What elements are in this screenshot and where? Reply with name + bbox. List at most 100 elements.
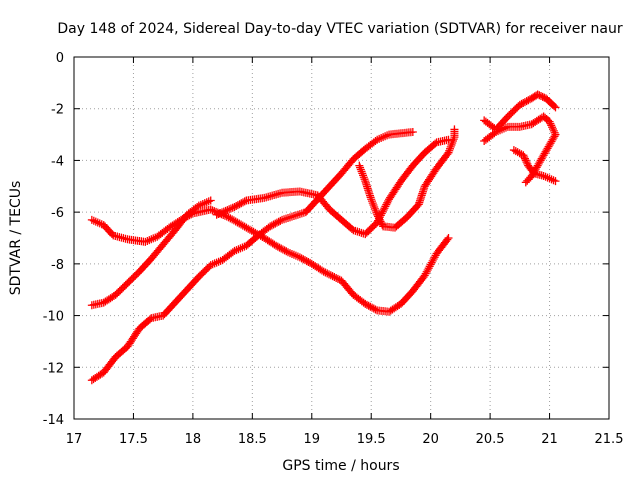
data-point (521, 178, 530, 187)
data-point (536, 92, 545, 101)
data-point (448, 137, 457, 146)
data-point (333, 274, 342, 283)
y-tick-label: -12 (43, 361, 64, 376)
data-point (232, 202, 241, 211)
tick-layer: 17 17.5 18 18.5 19 19.5 20 20.5 21 21.5 0 -2 -4 -6 -8 -… (43, 51, 624, 447)
data-point (299, 255, 308, 264)
data-point (524, 96, 533, 105)
data-point (285, 249, 294, 258)
data-point (369, 201, 378, 210)
chart-title: Day 148 of 2024, Sidereal Day-to-day VTE… (57, 21, 623, 37)
data-point (424, 264, 433, 273)
data-point (384, 197, 393, 206)
data-point (494, 127, 503, 136)
grid-layer (74, 57, 609, 419)
x-tick-label: 21 (541, 432, 558, 447)
data-point (444, 148, 453, 157)
data-point (425, 262, 434, 271)
data-point (300, 256, 309, 265)
data-point (319, 267, 328, 276)
data-point (266, 222, 275, 231)
data-point (145, 315, 154, 324)
data-point (370, 202, 379, 211)
data-point (357, 167, 366, 176)
data-point (366, 302, 375, 311)
data-point (408, 127, 417, 136)
data-point (542, 146, 551, 155)
data-point (422, 267, 431, 276)
data-point (379, 205, 388, 214)
data-point (206, 261, 215, 270)
data-point (522, 158, 531, 167)
data-point (383, 198, 392, 207)
data-point (200, 199, 209, 208)
data-point (371, 206, 380, 215)
x-tick-label: 17.5 (119, 432, 148, 447)
data-point (302, 257, 311, 266)
data-point (374, 212, 383, 221)
data-point (450, 125, 459, 134)
data-point (444, 234, 453, 242)
y-tick-label: 0 (56, 51, 64, 66)
data-point (212, 258, 221, 267)
series-arc-8 (509, 146, 560, 186)
data-point (230, 202, 239, 211)
data-point (549, 126, 558, 135)
data-point (534, 159, 543, 168)
data-point (541, 147, 550, 156)
data-point (547, 121, 556, 130)
data-point (325, 270, 334, 279)
data-point (443, 235, 452, 244)
data-point (540, 149, 549, 158)
data-point (238, 198, 247, 207)
data-point (381, 132, 390, 141)
data-point (226, 204, 235, 213)
data-point (147, 235, 156, 244)
data-point (535, 158, 544, 167)
data-point (519, 151, 528, 160)
data-point (538, 92, 547, 101)
data-point (368, 303, 377, 312)
data-point (376, 217, 385, 226)
y-tick-label: -2 (51, 103, 64, 118)
data-point (91, 217, 100, 226)
data-point (356, 165, 365, 174)
data-point (221, 206, 230, 215)
data-point (420, 271, 429, 280)
data-point (284, 248, 292, 257)
y-tick-label: -8 (51, 258, 64, 273)
y-tick-label: -14 (43, 413, 64, 428)
data-point (202, 198, 211, 207)
data-point (360, 175, 369, 184)
data-point (235, 200, 244, 209)
data-point (367, 197, 376, 206)
data-point (212, 210, 221, 219)
data-point (520, 154, 529, 163)
x-tick-label: 19.5 (357, 432, 386, 447)
data-point (321, 268, 330, 277)
data-point (547, 175, 556, 184)
data-point (544, 142, 553, 151)
data-point (149, 234, 158, 243)
data-point (93, 218, 102, 227)
data-point (317, 266, 326, 275)
data-point (206, 205, 215, 214)
data-point (289, 250, 298, 259)
data-point (550, 102, 559, 111)
data-point (549, 176, 558, 185)
data-point (379, 133, 388, 142)
series-arc-4 (212, 135, 453, 239)
y-axis-title: SDTVAR / TECUs (8, 181, 24, 296)
data-point (431, 139, 440, 148)
data-point (538, 152, 547, 161)
data-point (287, 249, 296, 258)
x-tick-label: 21.5 (595, 432, 624, 447)
data-point (539, 171, 548, 180)
data-point (236, 244, 245, 253)
data-point (523, 176, 532, 185)
data-point (297, 254, 306, 263)
data-point (328, 272, 337, 281)
data-point (304, 258, 313, 267)
data-point (141, 237, 150, 246)
